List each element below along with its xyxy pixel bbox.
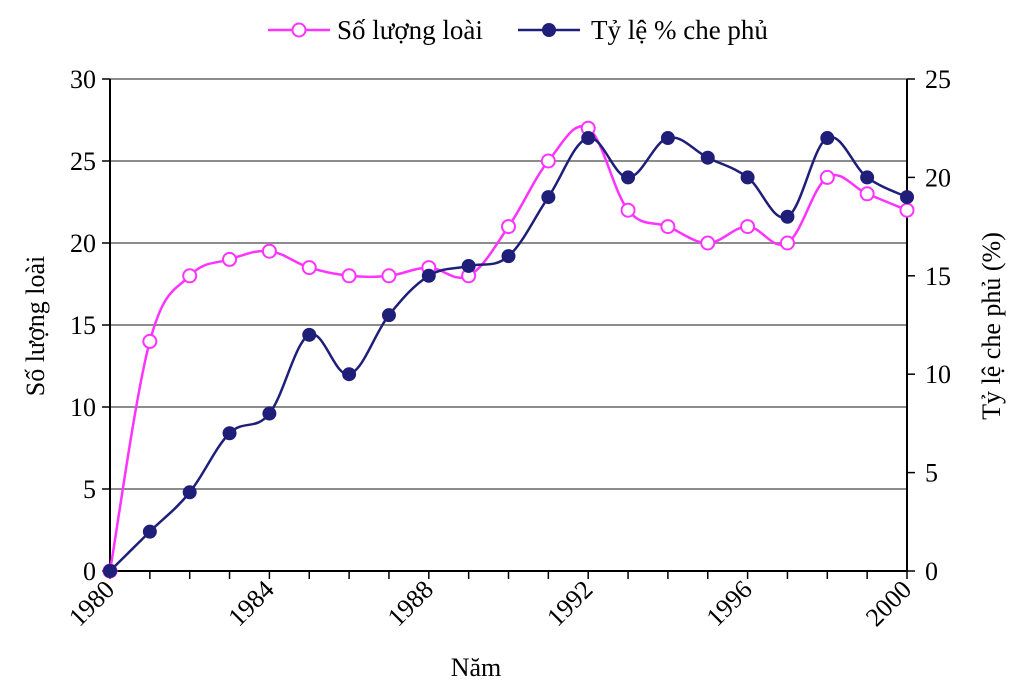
left-axis-ticks: 0 5 10 15 20 25 30 bbox=[70, 65, 110, 586]
y-right-tick-label: 5 bbox=[925, 459, 938, 488]
legend-marker bbox=[291, 22, 307, 38]
y-right-tick-label: 15 bbox=[925, 262, 951, 291]
series-1-point bbox=[182, 268, 198, 284]
series-2-point bbox=[222, 426, 237, 441]
series-2-point bbox=[700, 150, 715, 165]
series-2-point bbox=[740, 170, 755, 185]
y-axis-right-title: Tỷ lệ che phủ (%) bbox=[977, 232, 1006, 420]
series-1-point bbox=[740, 219, 756, 235]
y-left-tick-label: 0 bbox=[83, 557, 96, 586]
series-2-point bbox=[860, 170, 875, 185]
series-2-point bbox=[461, 258, 476, 273]
y-left-tick-label: 30 bbox=[70, 65, 96, 94]
series-2-point bbox=[660, 131, 675, 146]
y-axis-left-title: Số lượng loài bbox=[21, 256, 50, 397]
series-1-point bbox=[620, 202, 636, 218]
series-1-point bbox=[859, 186, 875, 202]
series-1-point bbox=[660, 219, 676, 235]
legend-label: Tỷ lệ % che phủ bbox=[591, 15, 768, 45]
axes bbox=[109, 79, 908, 579]
y-left-tick-label: 15 bbox=[70, 311, 96, 340]
series-2-point bbox=[900, 190, 914, 205]
series-2-point bbox=[342, 367, 357, 382]
series-2-point bbox=[262, 406, 277, 421]
legend-label: Số lượng loài bbox=[337, 15, 483, 45]
series-1-point bbox=[341, 268, 357, 284]
y-right-tick-label: 10 bbox=[925, 360, 951, 389]
x-tick-label: 1988 bbox=[382, 575, 439, 632]
series-1-point bbox=[540, 153, 556, 169]
x-tick-label: 1992 bbox=[541, 575, 598, 632]
series-2-point bbox=[780, 209, 795, 224]
series-2-point bbox=[621, 170, 636, 185]
x-tick-label: 2000 bbox=[860, 575, 917, 632]
series-2-point bbox=[302, 327, 317, 342]
series-1-point bbox=[700, 235, 716, 251]
series-line-1 bbox=[108, 125, 908, 572]
series-line-2 bbox=[109, 135, 908, 572]
series-1-point bbox=[779, 235, 795, 251]
legend-marker bbox=[542, 23, 556, 37]
gridlines bbox=[110, 78, 907, 490]
x-tick-label: 1984 bbox=[222, 575, 279, 632]
series-1-point bbox=[819, 169, 835, 185]
series-1-point bbox=[261, 243, 277, 259]
y-left-tick-label: 10 bbox=[70, 393, 96, 422]
series-1-point bbox=[899, 202, 915, 218]
x-axis-title: Năm bbox=[451, 653, 502, 682]
series-2-point bbox=[421, 268, 436, 283]
y-right-tick-label: 20 bbox=[925, 163, 951, 192]
series-1-point bbox=[222, 251, 238, 267]
y-right-tick-label: 0 bbox=[925, 557, 938, 586]
y-left-tick-label: 5 bbox=[83, 475, 96, 504]
series-2-point bbox=[142, 524, 157, 539]
x-axis-ticks: 1980 1984 1988 1992 1996 2000 bbox=[63, 575, 917, 632]
series-2-point bbox=[820, 131, 835, 146]
series-1-point bbox=[142, 333, 158, 349]
series-layer bbox=[102, 120, 915, 579]
series-2-point bbox=[541, 190, 556, 205]
series-1-point bbox=[501, 219, 516, 235]
x-tick-label: 1996 bbox=[701, 575, 758, 632]
series-2-point bbox=[182, 485, 197, 500]
series-2-point bbox=[381, 308, 396, 323]
y-left-tick-label: 25 bbox=[70, 147, 96, 176]
y-right-tick-label: 25 bbox=[925, 65, 951, 94]
series-1-point bbox=[301, 260, 317, 276]
x-tick-label: 1980 bbox=[63, 575, 120, 632]
legend: Số lượng loài Tỷ lệ % che phủ bbox=[268, 15, 768, 45]
series-1-point bbox=[381, 268, 397, 284]
series-2-point bbox=[103, 564, 117, 578]
right-axis-ticks: 0 5 10 15 20 25 bbox=[907, 65, 951, 586]
y-left-tick-label: 20 bbox=[70, 229, 96, 258]
series-2-point bbox=[581, 131, 596, 146]
series-2-point bbox=[501, 249, 516, 264]
